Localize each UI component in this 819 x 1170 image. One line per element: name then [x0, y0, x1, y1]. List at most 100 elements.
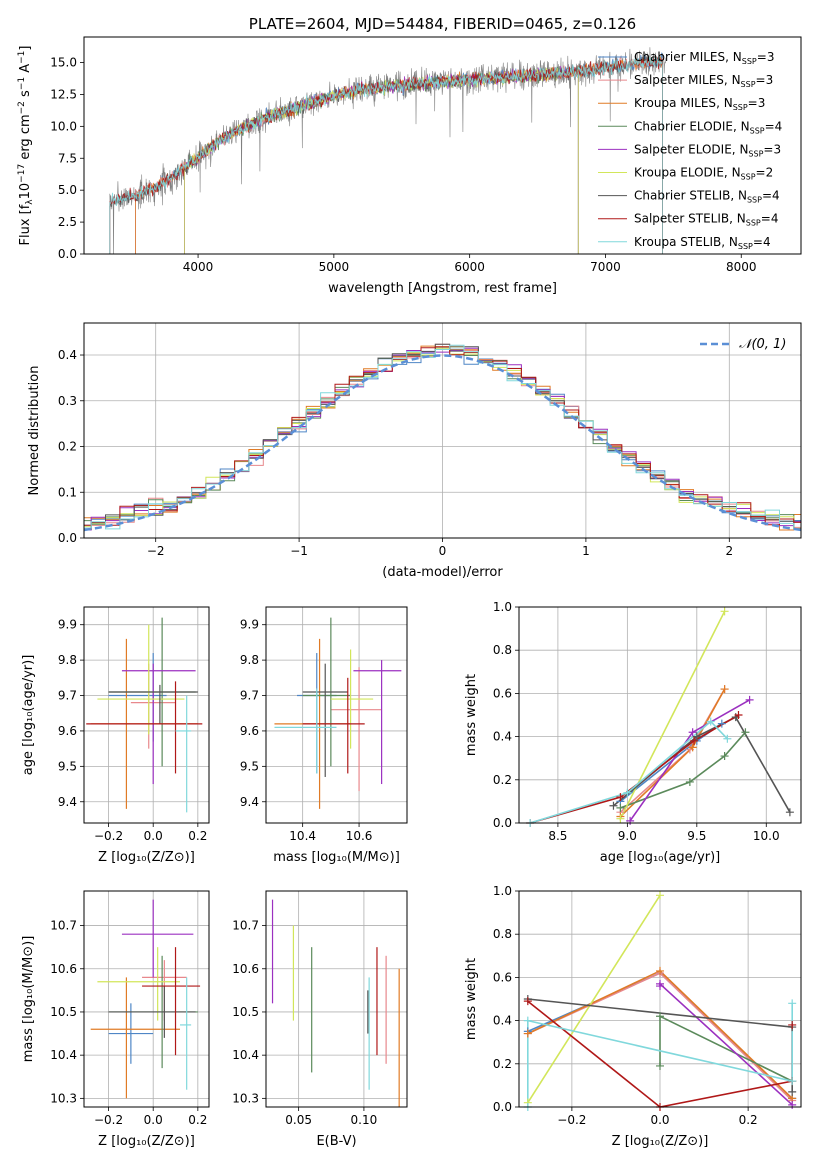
- y-axis-label: mass weight: [464, 958, 479, 1040]
- x-tick-label: 0.0: [144, 829, 163, 843]
- salpeter_stelib-point-marker: [788, 1020, 797, 1029]
- x-tick-label: −0.2: [94, 1113, 123, 1127]
- y-axis-label-part: −2: [17, 101, 27, 114]
- normal-legend-label: 𝒩(0, 1): [739, 337, 786, 352]
- chabrier_stelib-point-marker: [609, 801, 618, 810]
- legend-n-value: 4: [772, 189, 780, 203]
- legend-name: Chabrier MILES: [634, 50, 725, 64]
- spectrum-plot-area: [109, 47, 667, 254]
- x-axis-label: Z [log₁₀(Z/Z⊙)]: [612, 1134, 709, 1149]
- x-tick-label: 8.5: [548, 829, 567, 843]
- legend-n-value: 3: [766, 73, 774, 87]
- legend-eq: =: [763, 142, 773, 156]
- y-axis-label-part: λ: [25, 199, 35, 205]
- legend-n-prefix: N: [738, 189, 747, 203]
- chabrier_elodie-point-marker: [656, 1012, 664, 1021]
- legend-n-prefix: N: [732, 166, 741, 180]
- legend-eq: =: [756, 166, 766, 180]
- chabrier_elodie-point-marker: [741, 728, 750, 737]
- y-axis-label: age [log₁₀(age/yr)]: [21, 655, 36, 776]
- x-tick-label: −0.2: [557, 1113, 586, 1127]
- y-tick-label: 10.5: [232, 1005, 259, 1019]
- x-tick-label: 7000: [590, 260, 621, 274]
- legend-sep: ,: [724, 166, 732, 180]
- legend-entry: Salpeter ELODIE, NSSP=3: [634, 142, 781, 158]
- x-tick-label: −1: [290, 544, 308, 558]
- chabrier_elodie-point-marker: [685, 777, 694, 786]
- y-tick-label: 0.1: [58, 485, 77, 499]
- legend-n-value: 3: [773, 142, 781, 156]
- kroupa_elodie-point-marker: [656, 891, 664, 900]
- x-tick-label: 10.4: [289, 829, 316, 843]
- legend-eq: =: [756, 73, 766, 87]
- kroupa_stelib-point-marker: [788, 999, 797, 1008]
- legend-n-prefix: N: [739, 142, 748, 156]
- y-tick-label: 0.0: [58, 247, 77, 261]
- legend-n-sub: SSP: [747, 196, 762, 205]
- y-tick-label: 1.0: [493, 600, 512, 614]
- normal-distribution-curve: [84, 354, 801, 532]
- y-tick-label: 10.3: [50, 1091, 77, 1105]
- y-tick-label: 0.6: [493, 686, 512, 700]
- x-tick-label: 4000: [183, 260, 214, 274]
- legend-entry: Chabrier STELIB, NSSP=4: [634, 189, 780, 205]
- legend-sep: ,: [729, 212, 737, 226]
- age_vs_mass-axes-frame: [265, 606, 408, 824]
- x-tick-label: 0: [439, 544, 447, 558]
- kroupa_stelib-weight-line: [527, 1003, 793, 1107]
- y-tick-label: 1.0: [493, 884, 512, 898]
- legend-eq: =: [753, 235, 763, 249]
- mass_vs_ebv-axes-frame: [265, 890, 408, 1108]
- y-axis-label-part: 10: [18, 183, 33, 200]
- y-axis-label-part: Flux [f: [18, 204, 33, 245]
- kroupa_elodie-point-marker: [720, 607, 729, 616]
- y-tick-label: 9.9: [58, 618, 77, 632]
- legend-entry: Kroupa STELIB, NSSP=4: [634, 235, 771, 251]
- legend-sep: ,: [716, 96, 724, 110]
- y-axis-label-part: −17: [17, 164, 27, 183]
- legend-eq: =: [762, 189, 772, 203]
- legend-n-prefix: N: [732, 73, 741, 87]
- kroupa_elodie-histogram: [84, 347, 801, 529]
- x-tick-label: 9.0: [618, 829, 637, 843]
- x-axis-label: age [log₁₀(age/yr)]: [600, 850, 721, 865]
- weight_vs_z-axes-frame: [518, 890, 802, 1108]
- legend-n-sub: SSP: [746, 219, 761, 228]
- legend-entry: Salpeter MILES, NSSP=3: [634, 73, 773, 89]
- residuals-axes-frame: [83, 322, 802, 539]
- chabrier_stelib-point-marker: [788, 1087, 797, 1096]
- x-tick-label: 2: [725, 544, 733, 558]
- x-tick-label: 1: [582, 544, 590, 558]
- age_vs_z-plot-area: [84, 607, 209, 823]
- chabrier_stelib-point-marker: [692, 732, 701, 741]
- residuals-chart: −2 −1 0 1 2 0.0 0.1 0.2 0.3 0.4 (data-model)/error…: [27, 322, 802, 580]
- legend-name: Chabrier STELIB: [634, 189, 730, 203]
- y-tick-label: 2.5: [58, 215, 77, 229]
- legend-n-sub: SSP: [733, 103, 748, 112]
- y-axis-label-part: ]: [18, 46, 33, 51]
- salpeter_stelib-point-marker: [523, 997, 532, 1006]
- legend-n-value: 4: [775, 119, 783, 133]
- legend-entry: Chabrier MILES, NSSP=3: [634, 50, 774, 66]
- legend-n-sub: SSP: [750, 126, 765, 135]
- legend-n-value: 2: [766, 166, 774, 180]
- x-axis-label: E(B-V): [316, 1134, 356, 1149]
- salpeter_stelib-point-marker: [616, 793, 625, 802]
- salpeter_elodie-point-marker: [688, 728, 697, 737]
- legend-entry: Chabrier ELODIE, NSSP=4: [634, 119, 782, 135]
- legend-name: Salpeter MILES: [634, 73, 724, 87]
- y-axis-label: mass [log₁₀(M/M⊙)]: [21, 936, 36, 1063]
- spectrum-chart: 4000 5000 6000 7000 8000 0.0 2.5 5.0 7.5 10.0 12.5…: [17, 15, 802, 296]
- kroupa_miles-point-marker: [720, 685, 729, 694]
- age_vs_z-axes-frame: [83, 606, 210, 824]
- mass_vs_z-chart: −0.2 0.0 0.2 10.3 10.4 10.5 10.6 10.7 Z [log₁₀(Z…: [21, 890, 210, 1149]
- figure-layer: 4000 5000 6000 7000 80000.02.55.07.510.012.5…: [17, 15, 802, 1149]
- legend-sep: ,: [724, 73, 732, 87]
- x-tick-label: 0.0: [650, 1113, 669, 1127]
- y-tick-label: 10.6: [50, 962, 77, 976]
- legend-n-sub: SSP: [738, 242, 753, 251]
- kroupa_stelib-point-marker: [623, 788, 632, 797]
- age_vs_mass-plot-area: [266, 607, 407, 823]
- kroupa_stelib-point-marker: [723, 734, 732, 743]
